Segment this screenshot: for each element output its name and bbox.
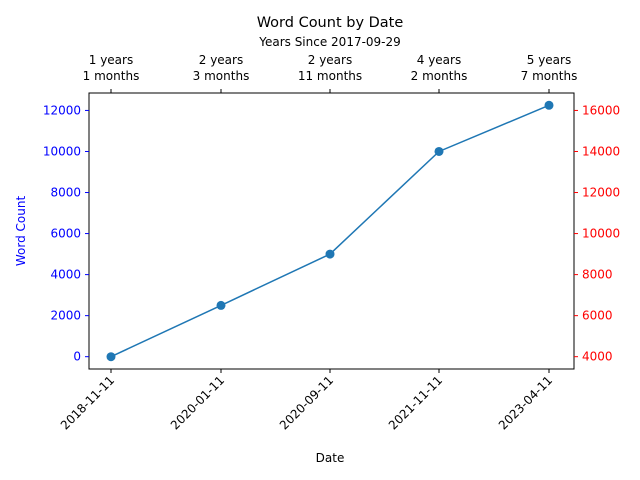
x-tick-label: 2021-11-11 [386, 373, 445, 432]
data-point [434, 146, 444, 156]
y2-tick-label: 8000 [582, 268, 613, 282]
data-point [216, 300, 226, 310]
plot-frame [88, 92, 575, 370]
axes-group: 0 2000 4000 6000 8000 10000 12000 4000 6000 8000 1… [43, 53, 620, 432]
y2-tick-label: 14000 [582, 144, 620, 158]
x-tick-label: 2018-11-11 [58, 373, 117, 432]
top-tick-label: 2 months [411, 69, 468, 83]
chart-title: Word Count by Date [257, 15, 404, 31]
top-tick-label: 4 years [417, 53, 461, 67]
top-tick-label: 1 months [83, 69, 140, 83]
top-tick-label: 7 months [521, 69, 578, 83]
top-tick-label: 3 months [193, 69, 250, 83]
y2-tick-label: 16000 [582, 103, 620, 117]
x-tick-label: 2020-01-11 [168, 373, 227, 432]
series-line [110, 104, 550, 358]
data-point [106, 352, 116, 362]
top-tick-label: 1 years [89, 53, 133, 67]
y2-tick-label: 6000 [582, 309, 613, 323]
x-axis-label: Date [316, 451, 345, 465]
y-tick-label: 10000 [43, 144, 81, 158]
y2-tick-label: 10000 [582, 227, 620, 241]
top-tick-label: 2 years [199, 53, 243, 67]
y-tick-label: 12000 [43, 103, 81, 117]
data-point [544, 100, 554, 110]
series-group [106, 100, 554, 362]
y2-tick-label: 12000 [582, 186, 620, 200]
y-tick-label: 6000 [50, 227, 81, 241]
top-tick-label: 11 months [298, 69, 362, 83]
data-point [325, 249, 335, 259]
y2-tick-label: 4000 [582, 350, 613, 364]
top-axis-label: Years Since 2017-09-29 [258, 35, 401, 49]
y-tick-label: 8000 [50, 186, 81, 200]
x-tick-label: 2020-09-11 [277, 373, 336, 432]
top-tick-label: 5 years [527, 53, 571, 67]
y-axis-label: Word Count [14, 196, 28, 267]
y-tick-label: 0 [73, 350, 81, 364]
y-tick-label: 4000 [50, 268, 81, 282]
x-tick-label: 2023-04-11 [496, 373, 555, 432]
y-tick-label: 2000 [50, 309, 81, 323]
top-tick-label: 2 years [308, 53, 352, 67]
